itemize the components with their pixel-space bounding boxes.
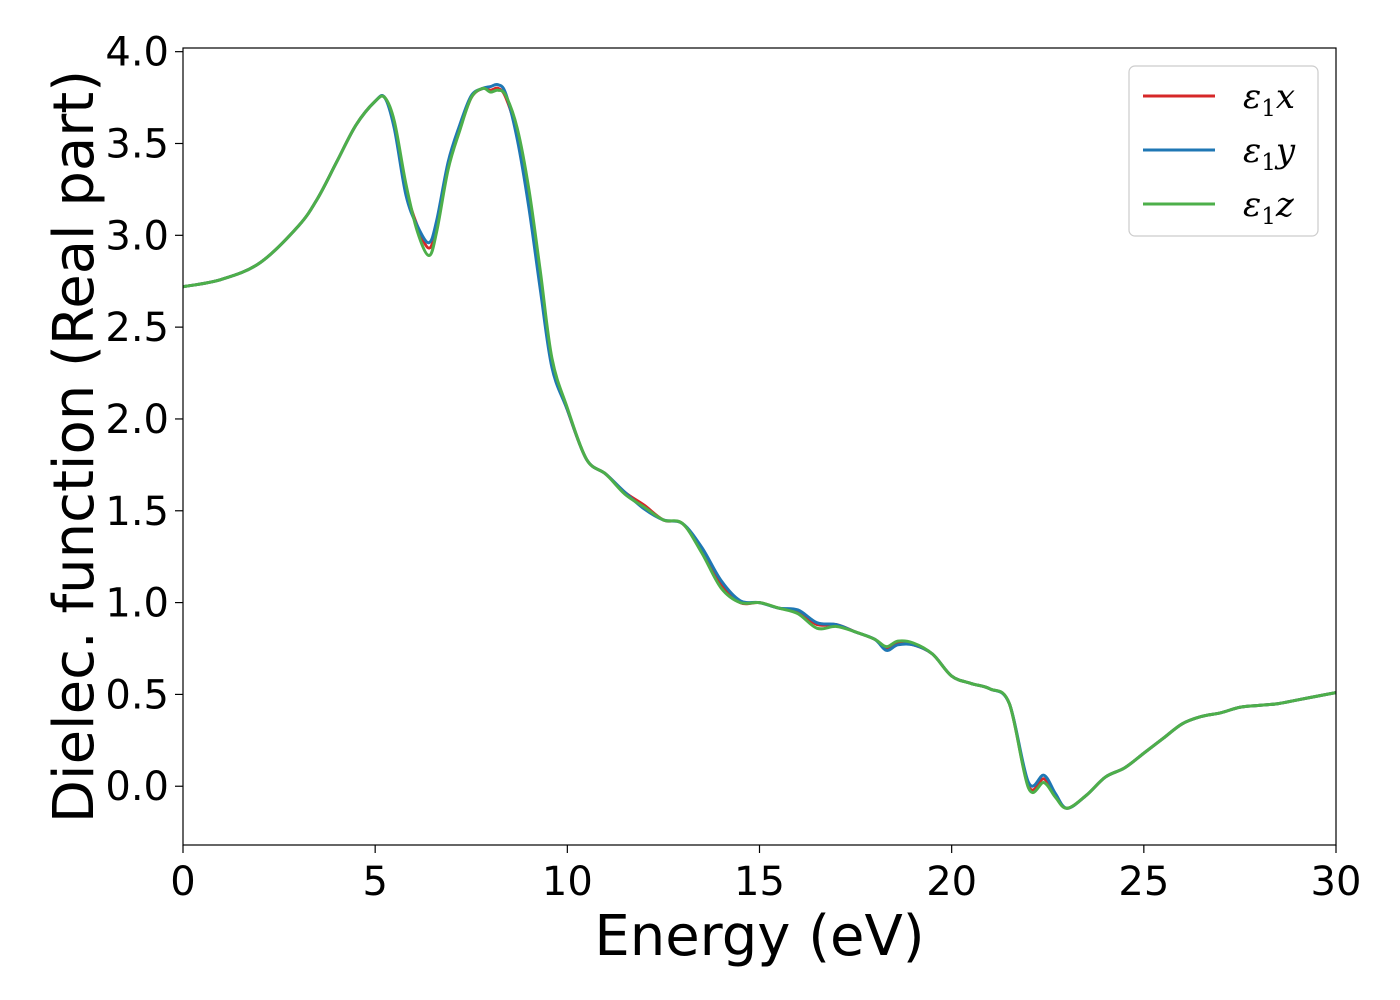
y-tick-label: 1.0	[105, 581, 169, 627]
legend-subscript: 1	[1261, 150, 1276, 176]
y-tick-label: 0.0	[105, 764, 169, 810]
y-tick-label: 0.5	[105, 672, 169, 718]
legend-symbol: ε	[1243, 131, 1261, 171]
x-tick-label: 15	[734, 859, 785, 905]
legend-symbol: ε	[1243, 77, 1261, 117]
legend-entry-y: ε1y	[1243, 131, 1296, 176]
legend-variable: z	[1275, 185, 1295, 225]
x-tick-label: 0	[170, 859, 195, 905]
legend-variable: x	[1276, 77, 1295, 117]
legend-entry-x: ε1x	[1243, 77, 1295, 122]
legend-subscript: 1	[1261, 96, 1276, 122]
x-tick-label: 20	[926, 859, 977, 905]
legend-symbol: ε	[1243, 185, 1261, 225]
series-layer	[183, 82, 1336, 810]
x-tick-label: 5	[362, 859, 387, 905]
x-tick-label: 10	[542, 859, 593, 905]
x-tick-label: 25	[1118, 859, 1169, 905]
y-tick-label: 4.0	[105, 30, 169, 76]
legend-box	[1128, 65, 1319, 237]
legend-subscript: 1	[1261, 204, 1276, 230]
legend-variable: y	[1274, 131, 1296, 171]
legend-entry-z: ε1z	[1243, 185, 1295, 230]
y-axis-label: Dielec. function (Real part)	[42, 70, 107, 823]
y-tick-label: 3.5	[105, 121, 169, 167]
y-tick-label: 2.0	[105, 397, 169, 443]
y-tick-label: 3.0	[105, 213, 169, 259]
y-axis: 0.0 0.5 1.0 1.5 2.0 2.5 3.0 3.5 4.0	[105, 30, 183, 810]
y-tick-label: 1.5	[105, 489, 169, 535]
series-line-z	[183, 86, 1336, 810]
x-axis: 0 5 10 15 20 25 30	[170, 845, 1361, 905]
x-tick-label: 30	[1311, 859, 1362, 905]
x-axis-label: Energy (eV)	[594, 904, 924, 969]
y-tick-label: 2.5	[105, 305, 169, 351]
